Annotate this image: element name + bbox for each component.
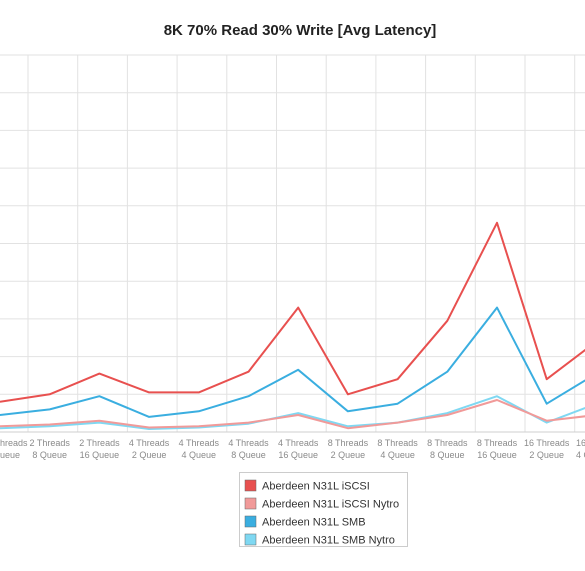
data-point	[347, 393, 349, 395]
legend-swatch	[244, 479, 257, 492]
x-tick-label: 8 Threads	[427, 438, 468, 448]
x-tick-label: 16 Queue	[278, 450, 318, 460]
data-point	[546, 378, 548, 380]
data-point	[297, 412, 299, 414]
legend-swatch	[244, 497, 257, 510]
data-point	[397, 403, 399, 405]
data-point	[546, 420, 548, 422]
data-point	[546, 403, 548, 405]
data-point	[546, 422, 548, 424]
x-tick-label: 8 Queue	[231, 450, 266, 460]
data-point	[98, 373, 100, 375]
data-point	[0, 425, 1, 427]
data-point	[297, 369, 299, 371]
x-tick-label: 4 Queue	[182, 450, 217, 460]
x-tick-label: 2 Queue	[132, 450, 167, 460]
data-point	[148, 428, 150, 430]
x-tick-label: 4 Threads	[278, 438, 319, 448]
data-point	[446, 320, 448, 322]
data-point	[0, 414, 1, 416]
data-point	[446, 412, 448, 414]
x-tick-label: 8 Threads	[377, 438, 418, 448]
data-point	[0, 427, 1, 429]
data-point	[496, 307, 498, 309]
series-line	[0, 221, 585, 403]
legend-swatch	[244, 533, 257, 546]
data-point	[0, 401, 1, 403]
x-tick-label: 8 Queue	[430, 450, 465, 460]
data-point	[198, 410, 200, 412]
grid	[0, 54, 585, 433]
series-lines	[0, 221, 585, 430]
data-point	[446, 414, 448, 416]
data-point	[496, 399, 498, 401]
data-point	[446, 371, 448, 373]
legend-label: Aberdeen N31L iSCSI Nytro	[262, 499, 399, 511]
x-axis-tick-labels: hreads ueue 2 Threads 8 Queue 2 Threads 16 Qu…	[0, 438, 585, 460]
x-tick-label: 8 Queue	[32, 450, 67, 460]
data-point	[148, 416, 150, 418]
x-tick-label: 8 Threads	[328, 438, 369, 448]
data-point	[49, 408, 51, 410]
data-point	[397, 422, 399, 424]
x-tick-label: 16 Queue	[477, 450, 517, 460]
x-tick-label: 4 Threads	[179, 438, 220, 448]
data-point	[347, 410, 349, 412]
legend-box	[239, 472, 408, 547]
x-tick-label: 16 T	[576, 438, 585, 448]
x-tick-label: hreads	[0, 438, 28, 448]
data-point	[247, 422, 250, 424]
data-point	[49, 393, 51, 395]
x-tick-label: 2 Threads	[79, 438, 120, 448]
data-point	[148, 391, 150, 393]
data-point	[397, 378, 399, 380]
data-point	[98, 422, 100, 424]
data-point	[247, 371, 250, 373]
x-tick-label: 4 Threads	[129, 438, 170, 448]
data-point	[148, 426, 150, 429]
data-point	[49, 423, 51, 426]
data-point	[49, 425, 51, 427]
legend-label: Aberdeen N31L SMB	[262, 517, 366, 529]
x-tick-label: 4 Threads	[228, 438, 269, 448]
x-tick-label: 4 Queue	[380, 450, 415, 460]
x-tick-label: 2 Queue	[331, 450, 366, 460]
data-point	[347, 427, 349, 429]
x-tick-label: 16 Queue	[80, 450, 120, 460]
x-tick-label: 4 Q	[576, 450, 585, 460]
legend-label: Aberdeen N31L iSCSI	[262, 481, 370, 493]
data-point	[496, 395, 498, 397]
data-point	[347, 425, 349, 427]
x-tick-label: 2 Threads	[30, 438, 71, 448]
legend-label: Aberdeen N31L SMB Nytro	[262, 535, 395, 547]
chart-title: 8K 70% Read 30% Write [Avg Latency]	[164, 22, 437, 39]
x-tick-label: 2 Queue	[529, 450, 564, 460]
data-point	[198, 425, 200, 427]
data-point	[297, 414, 299, 416]
legend-swatch	[244, 515, 257, 528]
x-tick-label: 16 Threads	[524, 438, 570, 448]
data-point	[297, 307, 299, 309]
x-tick-label: ueue	[0, 450, 20, 460]
data-point	[98, 420, 100, 422]
data-point	[496, 222, 498, 224]
data-point	[247, 395, 250, 397]
x-tick-label: 8 Threads	[477, 438, 518, 448]
legend: Aberdeen N31L iSCSI Aberdeen N31L iSCSI N…	[239, 472, 408, 547]
data-point	[198, 391, 200, 393]
data-point	[98, 395, 100, 397]
